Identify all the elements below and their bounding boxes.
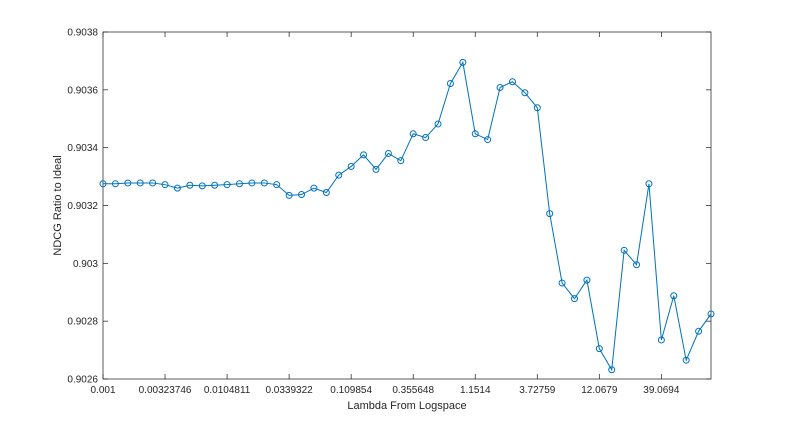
data-point xyxy=(471,130,479,138)
data-point xyxy=(124,179,132,187)
x-tick-label: 3.72759 xyxy=(519,385,556,396)
data-point xyxy=(248,179,256,187)
x-tick-label: 1.1514 xyxy=(460,385,491,396)
data-point xyxy=(434,120,442,128)
data-point xyxy=(298,191,306,199)
data-point xyxy=(360,151,368,159)
x-tick-label: 12.0679 xyxy=(581,385,618,396)
data-point xyxy=(558,279,566,287)
data-point xyxy=(682,356,690,364)
data-point xyxy=(173,184,181,192)
data-point xyxy=(161,181,169,189)
y-tick-label: 0.9038 xyxy=(67,28,98,39)
data-point xyxy=(633,261,641,269)
data-point xyxy=(384,149,392,157)
data-point xyxy=(149,179,157,187)
data-point xyxy=(99,180,107,188)
y-axis-label: NDCG Ratio to Ideal xyxy=(52,155,64,255)
x-tick-label: 39.0694 xyxy=(643,385,680,396)
data-point xyxy=(223,181,231,189)
data-point xyxy=(409,130,417,138)
y-tick-label: 0.9034 xyxy=(67,143,98,154)
data-point xyxy=(571,295,579,303)
data-point xyxy=(707,310,715,318)
data-point xyxy=(446,79,454,87)
x-tick-label: 0.00323746 xyxy=(139,385,192,396)
x-axis-label: Lambda From Logspace xyxy=(347,400,466,412)
data-point xyxy=(508,78,516,86)
data-point xyxy=(111,180,119,188)
data-point xyxy=(310,184,318,192)
data-point xyxy=(533,104,541,112)
data-point xyxy=(595,345,603,353)
data-point xyxy=(546,210,554,218)
plot-area xyxy=(102,31,712,380)
y-tick-label: 0.9036 xyxy=(67,85,98,96)
y-axis: 0.9026 0.9028 0.903 0.9032 0.9034 0.9036 0.903… xyxy=(67,28,711,386)
series-markers xyxy=(99,58,715,374)
data-point xyxy=(186,181,194,189)
data-point xyxy=(695,327,703,335)
x-axis: 0.001 0.00323746 0.0104811 0.0339322 0.10985… xyxy=(90,32,680,396)
x-tick-label: 0.109854 xyxy=(330,385,372,396)
data-point xyxy=(484,136,492,144)
series-line xyxy=(103,60,712,372)
data-point xyxy=(335,171,343,179)
y-tick-label: 0.9032 xyxy=(67,201,98,212)
data-point xyxy=(657,336,665,344)
data-point xyxy=(211,181,219,189)
y-tick-label: 0.9026 xyxy=(67,375,98,386)
x-tick-label: 0.0339322 xyxy=(265,385,313,396)
y-tick-label: 0.903 xyxy=(73,259,98,270)
data-point xyxy=(496,84,504,92)
data-point xyxy=(273,181,281,189)
data-point xyxy=(521,89,529,97)
data-point xyxy=(198,182,206,190)
data-point xyxy=(260,179,268,187)
data-point xyxy=(322,188,330,196)
data-point xyxy=(372,165,380,173)
data-point xyxy=(583,276,591,284)
data-point xyxy=(235,180,243,188)
x-tick-label: 0.0104811 xyxy=(204,385,251,396)
data-point xyxy=(422,134,430,142)
data-point xyxy=(670,292,678,300)
data-point xyxy=(459,58,467,66)
y-tick-label: 0.9028 xyxy=(67,317,98,328)
data-point xyxy=(397,157,405,165)
data-point xyxy=(620,246,628,254)
data-point xyxy=(645,180,653,188)
data-point xyxy=(285,191,293,199)
data-point xyxy=(347,162,355,170)
x-tick-label: 0.001 xyxy=(90,385,115,396)
data-point xyxy=(608,366,616,374)
x-tick-label: 0.355648 xyxy=(392,385,434,396)
data-point xyxy=(136,179,144,187)
